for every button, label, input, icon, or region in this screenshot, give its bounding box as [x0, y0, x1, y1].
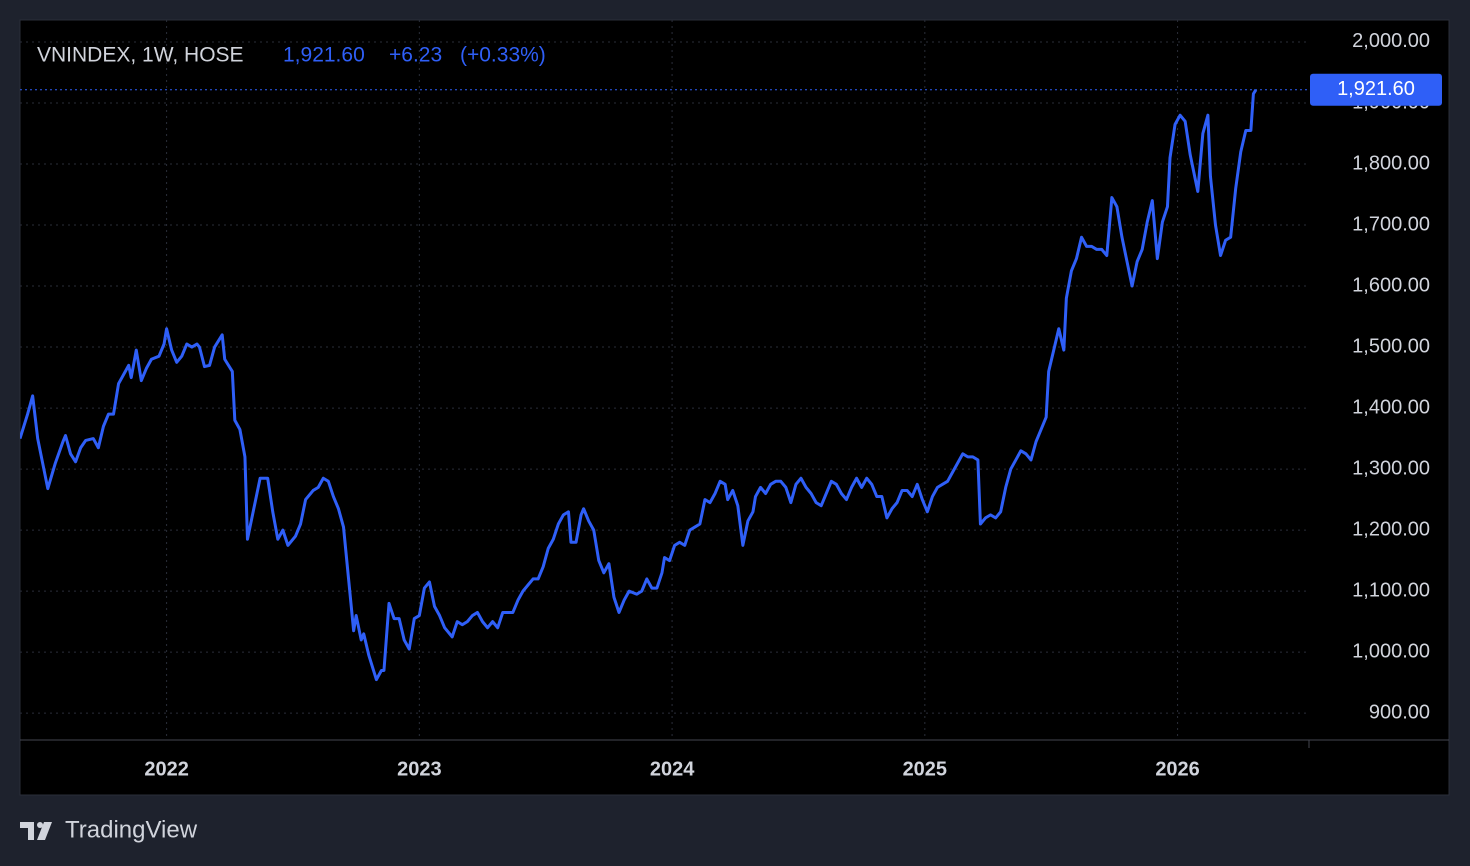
- x-tick-label: 2024: [650, 758, 695, 780]
- y-tick-label: 1,000.00: [1352, 640, 1430, 662]
- logo-mark: [20, 822, 34, 840]
- plot-area: [20, 89, 1309, 682]
- chart-panel: [19, 19, 1450, 796]
- logo-mark: [37, 822, 52, 840]
- x-tick-label: 2026: [1155, 758, 1200, 780]
- y-tick-label: 1,700.00: [1352, 213, 1430, 235]
- last-price: 1,921.60: [283, 44, 365, 67]
- logo-dot: [37, 822, 43, 828]
- price-change-percent: (+0.33%): [460, 44, 546, 67]
- x-tick-label: 2023: [397, 758, 442, 780]
- y-tick-label: 1,300.00: [1352, 457, 1430, 479]
- y-tick-label: 2,000.00: [1352, 30, 1430, 52]
- y-tick-label: 1,800.00: [1352, 152, 1430, 174]
- symbol-title: VNINDEX, 1W, HOSE: [37, 44, 244, 67]
- price-change: +6.23: [389, 44, 442, 67]
- y-tick-label: 1,100.00: [1352, 579, 1430, 601]
- brand-name: TradingView: [65, 816, 198, 843]
- last-price-tag-label: 1,921.60: [1337, 78, 1415, 100]
- axes: 900.00 1,000.00 1,100.00 1,200.00 1,300.00 1,…: [144, 30, 1442, 780]
- brand-logo: [20, 822, 52, 840]
- last-price-tag: [1310, 73, 1442, 106]
- y-tick-label: 900.00: [1369, 701, 1430, 723]
- y-tick-label: 1,500.00: [1352, 335, 1430, 357]
- x-tick-label: 2022: [144, 758, 189, 780]
- grid: [20, 20, 1309, 740]
- price-line: [20, 89, 1258, 682]
- y-tick-label: 1,400.00: [1352, 396, 1430, 418]
- y-tick-label: 1,200.00: [1352, 518, 1430, 540]
- x-tick-label: 2025: [903, 758, 948, 780]
- y-tick-label: 1,600.00: [1352, 274, 1430, 296]
